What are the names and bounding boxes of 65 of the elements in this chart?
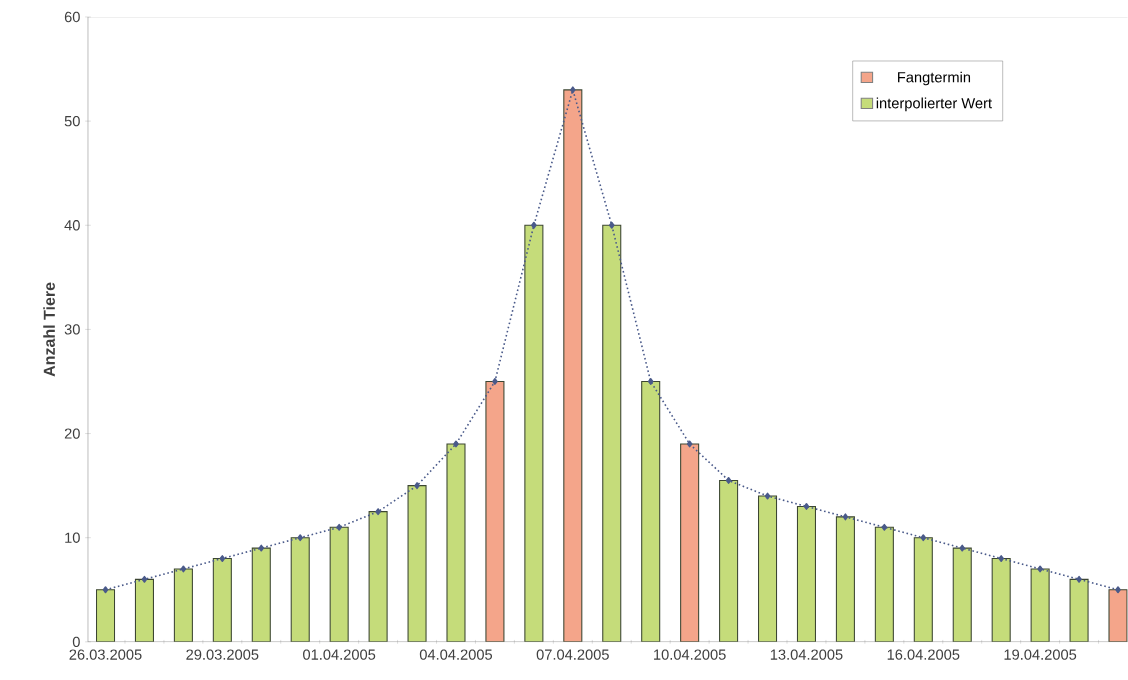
y-tick-label: 0 <box>72 636 80 648</box>
point <box>570 86 576 94</box>
bar <box>641 381 661 642</box>
bar <box>757 495 778 642</box>
x-tick-label: 10.04.2005 <box>654 649 726 660</box>
bar <box>134 578 154 642</box>
bar <box>835 516 855 642</box>
x-tick-label: 26.03.2005 <box>69 649 142 660</box>
x-tick-label: 19.04.2005 <box>1004 649 1077 660</box>
bar <box>796 505 817 642</box>
bar <box>991 558 1011 642</box>
x-tick-label: 07.04.2005 <box>536 649 609 660</box>
point <box>1115 586 1121 594</box>
point <box>881 523 888 531</box>
point <box>1037 565 1043 573</box>
point <box>414 482 420 490</box>
bar <box>563 89 583 642</box>
bar <box>602 224 622 642</box>
point <box>803 503 810 510</box>
bar <box>290 537 310 642</box>
point <box>1076 575 1082 583</box>
x-tick-label: 29.03.2005 <box>186 649 259 660</box>
bar <box>913 537 933 642</box>
point <box>842 513 849 521</box>
point <box>959 544 966 552</box>
point <box>219 555 226 563</box>
bar <box>173 568 193 642</box>
x-tick-label: 04.04.2005 <box>419 649 493 660</box>
x-tick-label: 13.04.2005 <box>770 649 843 660</box>
y-tick-label: 60 <box>64 11 80 23</box>
y-tick-label: 10 <box>65 532 80 543</box>
point <box>725 477 732 484</box>
bar <box>719 479 739 642</box>
point <box>920 534 927 542</box>
x-tick-label: 16.04.2005 <box>887 649 960 660</box>
point <box>764 492 771 500</box>
bar <box>329 526 349 642</box>
point <box>297 534 304 542</box>
point <box>686 440 693 448</box>
point <box>258 544 265 552</box>
point <box>608 221 615 229</box>
y-tick-label: 40 <box>64 220 80 231</box>
bar <box>212 558 232 642</box>
point <box>492 378 498 386</box>
point <box>375 508 381 516</box>
bar <box>95 589 116 642</box>
y-axis-title: Anzahl Tiere <box>43 282 55 377</box>
y-tick-label: 20 <box>64 428 80 439</box>
point <box>531 221 537 229</box>
point <box>180 565 187 573</box>
bar <box>874 526 894 642</box>
x-tick-label: 01.04.2005 <box>303 649 376 660</box>
legend-label: Fangtermin <box>898 71 971 86</box>
point <box>998 555 1004 563</box>
point <box>141 575 148 583</box>
bar <box>680 443 700 642</box>
point <box>647 378 654 386</box>
bar <box>251 547 271 642</box>
legend-label: interpolierter Wert <box>876 97 992 112</box>
point <box>102 586 109 594</box>
point <box>453 440 459 448</box>
y-tick-label: 50 <box>64 116 80 127</box>
y-tick-label: 30 <box>64 324 80 335</box>
bar <box>952 547 972 642</box>
point <box>336 523 342 531</box>
